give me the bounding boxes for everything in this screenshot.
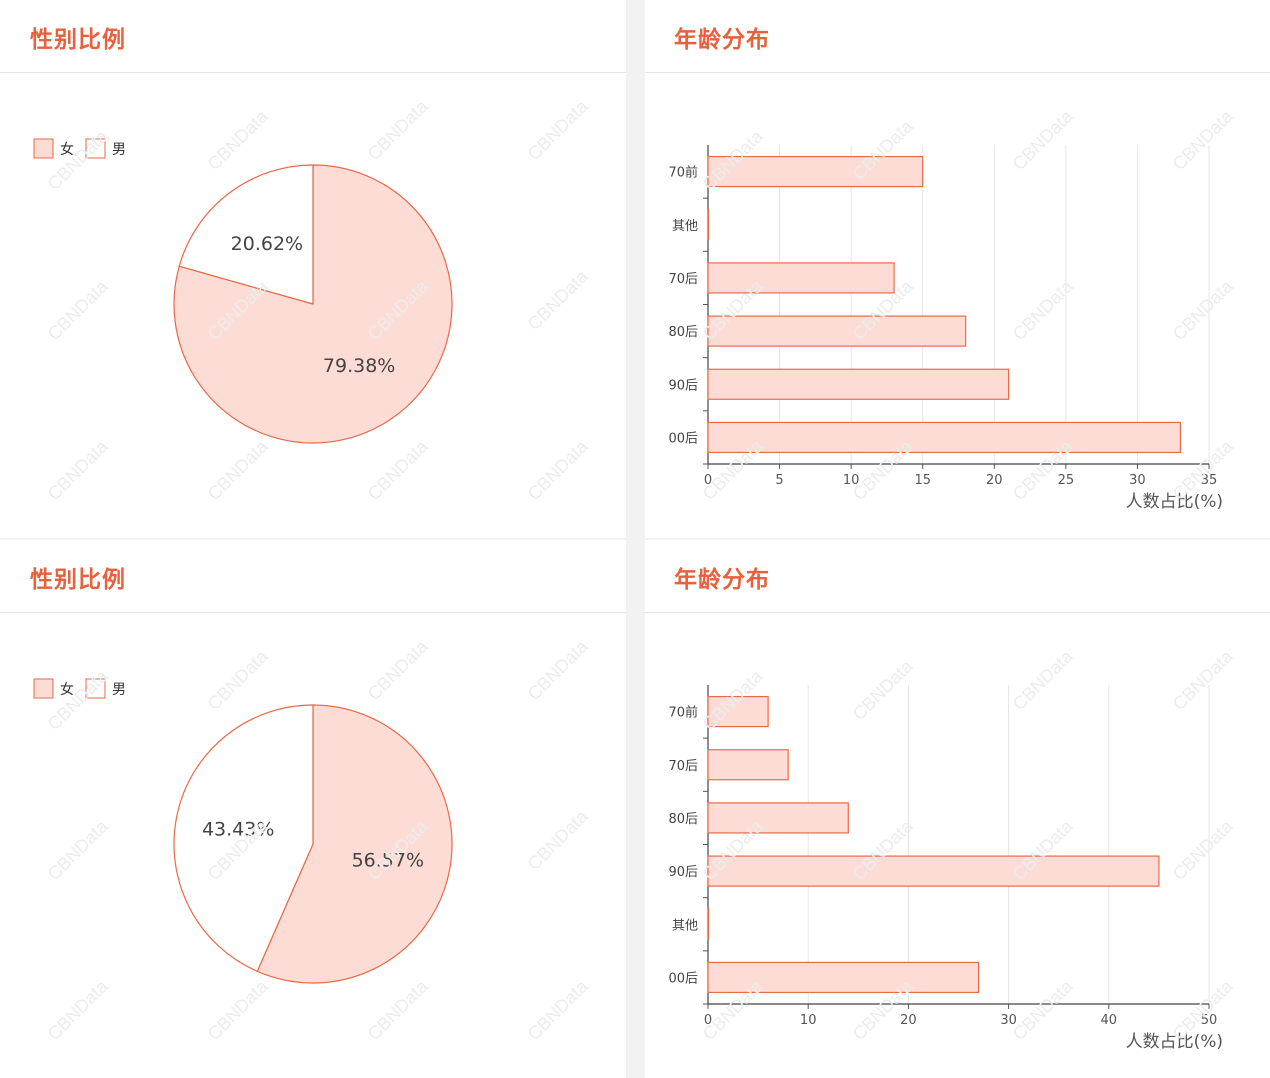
bar — [707, 155, 924, 188]
pie-label: 56.57% — [352, 850, 424, 872]
x-tick-label: 40 — [1101, 1013, 1118, 1028]
bar — [707, 908, 710, 940]
bar — [707, 315, 967, 347]
y-tick-label: 80后 — [668, 325, 698, 340]
bar — [707, 749, 789, 781]
legend-label: 男 — [112, 682, 126, 698]
x-tick-label: 15 — [914, 473, 931, 488]
card-header: 年龄分布 — [645, 0, 1270, 73]
legend-label: 男 — [112, 142, 126, 158]
card-header: 性别比例 — [0, 0, 626, 73]
pie-slice — [173, 704, 314, 973]
card-title: 年龄分布 — [674, 27, 770, 53]
age-card-1: 年龄分布 0 5 10 15 20 25 30 35 70前其他 70后 80后 90后 00后人数占比… — [645, 0, 1270, 538]
y-tick-label: 70前 — [668, 705, 698, 721]
pie-slice — [256, 704, 453, 984]
pie-slice — [173, 164, 453, 444]
y-tick-label: 90后 — [668, 378, 698, 393]
x-tick-label: 30 — [1129, 473, 1146, 488]
y-tick-label: 00后 — [668, 971, 698, 986]
y-tick-label: 其他 — [672, 219, 698, 234]
legend-label: 女 — [60, 141, 74, 158]
bar — [707, 961, 980, 994]
legend-swatch — [85, 138, 106, 159]
y-tick-label: 其他 — [672, 918, 698, 933]
gender-card-1: 性别比例 女男 79.38% 20.62% CBNData CBNData CBNDat… — [0, 0, 626, 538]
x-axis-label: 人数占比(%) — [1126, 492, 1223, 512]
bar — [707, 421, 1181, 454]
legend-swatch — [85, 678, 106, 699]
y-tick-label: 90后 — [668, 865, 698, 880]
card-header: 年龄分布 — [645, 540, 1270, 613]
bar — [707, 802, 849, 834]
card-title: 年龄分布 — [674, 567, 770, 593]
x-tick-label: 0 — [704, 1013, 712, 1028]
pie-slice — [178, 164, 314, 305]
bar — [707, 262, 895, 294]
gender-pie-chart: 女 男 79.38% 20.62% — [33, 138, 453, 444]
y-tick-label: 70后 — [668, 759, 698, 774]
card-header: 性别比例 — [0, 540, 626, 613]
legend-swatch — [33, 678, 54, 699]
x-axis-label: 人数占比(%) — [1126, 1032, 1223, 1052]
gender-pie-chart: 女 男 56.57% 43.43% — [33, 678, 453, 984]
x-tick-label: 35 — [1201, 473, 1218, 488]
bar — [707, 695, 769, 728]
x-tick-label: 0 — [704, 473, 712, 488]
x-tick-label: 25 — [1058, 473, 1075, 488]
pie-label: 79.38% — [323, 355, 395, 377]
y-tick-label: 70后 — [668, 272, 698, 287]
pie-label: 20.62% — [231, 233, 303, 255]
x-tick-label: 5 — [775, 473, 783, 488]
bar — [707, 209, 710, 241]
x-tick-label: 10 — [800, 1013, 817, 1028]
card-title: 性别比例 — [30, 567, 126, 593]
y-tick-label: 80后 — [668, 812, 698, 827]
x-tick-label: 50 — [1201, 1013, 1218, 1028]
legend-label: 女 — [60, 681, 74, 698]
legend-swatch — [33, 138, 54, 159]
pie-label: 43.43% — [202, 818, 274, 840]
bar — [707, 368, 1010, 400]
x-tick-label: 20 — [986, 473, 1003, 488]
gender-card-2: 性别比例 女男 56.57% 43.43% CBNData CBNData CBNDat… — [0, 540, 626, 1078]
x-tick-label: 10 — [843, 473, 860, 488]
x-tick-label: 30 — [1000, 1013, 1017, 1028]
x-tick-label: 20 — [900, 1013, 917, 1028]
y-tick-label: 70前 — [668, 165, 698, 181]
card-title: 性别比例 — [30, 27, 126, 53]
bar — [707, 855, 1160, 887]
age-card-2: 年龄分布 0 10 20 30 40 50 70前 70后 80后 90后其他 00后人数占比(%)… — [645, 540, 1270, 1078]
y-tick-label: 00后 — [668, 431, 698, 446]
